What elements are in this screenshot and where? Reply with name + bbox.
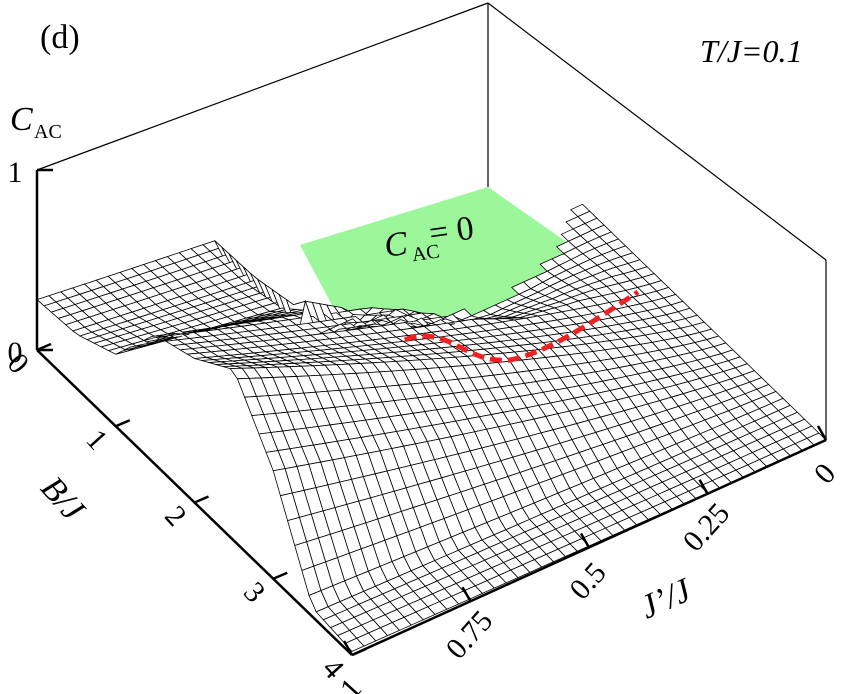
tick-label: 1: [80, 423, 115, 456]
tick-label: 0.5: [563, 556, 613, 606]
tick-label: 0.75: [440, 604, 500, 665]
z-axis-title-main: C: [10, 101, 33, 138]
tick-label: 3: [237, 576, 272, 609]
box-edge: [487, 2, 827, 261]
tick-mark: [115, 419, 131, 428]
tick-label: 2: [158, 500, 193, 533]
zero-region-label: C AC = 0: [382, 210, 476, 267]
tick-label: 0: [808, 457, 842, 490]
z-axis-title: C AC: [10, 101, 62, 143]
b-axis-title: B/J: [33, 470, 92, 530]
tick-mark: [579, 532, 591, 549]
tick-mark: [351, 647, 367, 657]
tick-mark: [272, 571, 288, 580]
surface-cell: [115, 347, 135, 355]
zero-region-label-main: C: [382, 225, 410, 265]
jp-axis-title: J’/J: [635, 571, 698, 626]
tick-mark: [36, 342, 52, 352]
zero-boundary-line: [403, 289, 640, 363]
tick-label: 1: [334, 672, 369, 694]
tick-label: 1: [8, 156, 23, 189]
tick-mark: [816, 425, 828, 441]
panel-label: (d): [40, 19, 80, 56]
tick-label: 0: [8, 336, 23, 369]
tick-mark: [698, 479, 709, 495]
tick-mark: [194, 495, 209, 504]
tick-mark: [342, 640, 354, 656]
tick-mark: [461, 586, 472, 602]
zero-region-label-rest: = 0: [427, 210, 476, 253]
temperature-label: T/J=0.1: [700, 33, 802, 69]
box-edge: [36, 2, 489, 171]
z-axis-title-sub: AC: [34, 121, 62, 143]
ticks: [36, 168, 828, 657]
tick-label: 0.25: [677, 497, 737, 558]
zero-region-label-sub: AC: [411, 240, 442, 266]
